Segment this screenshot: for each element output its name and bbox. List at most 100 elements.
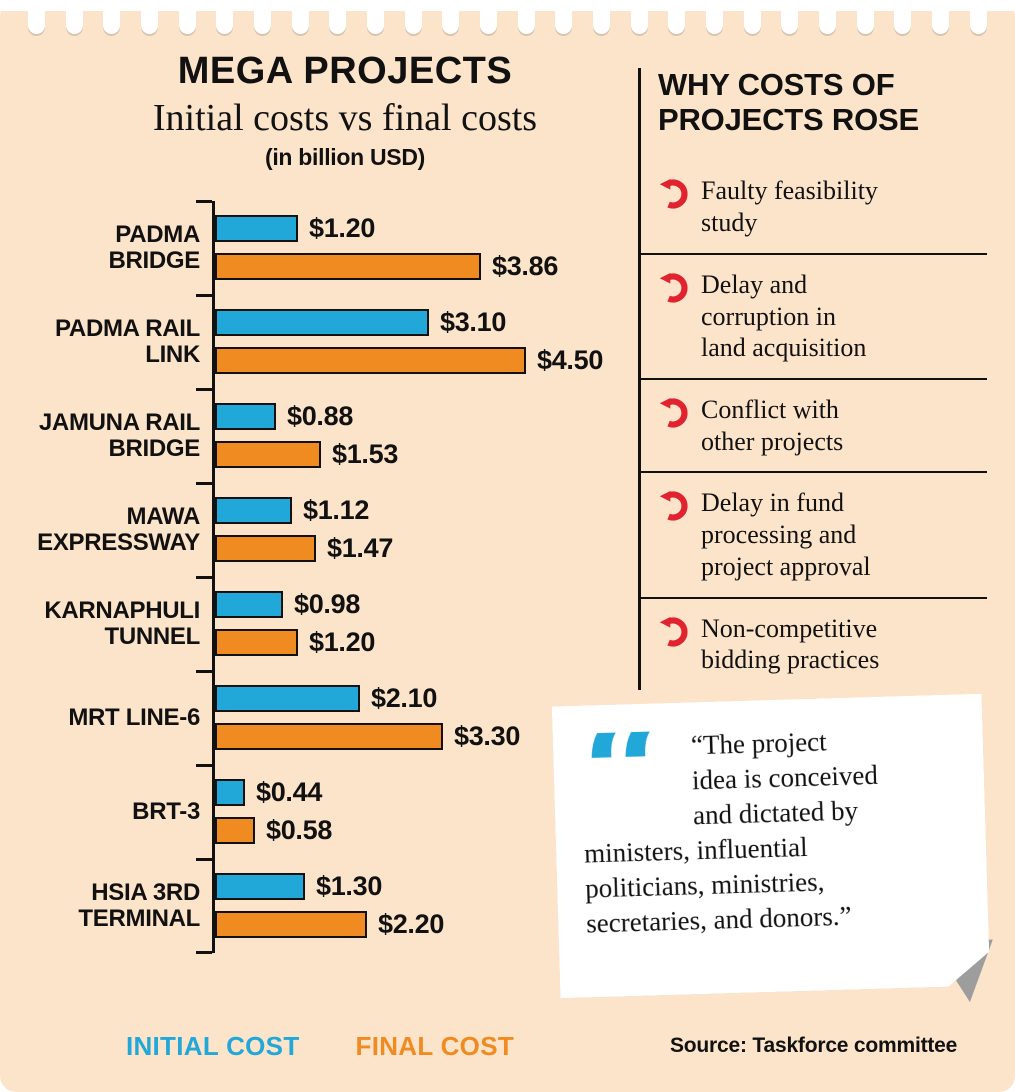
quotation-mark-icon: “ [580,730,671,822]
initial-cost-bar [215,685,360,713]
circular-arrow-icon [659,398,688,428]
binder-hole [819,0,837,34]
binder-hole [781,0,799,34]
initial-cost-value: $1.30 [316,871,383,902]
initial-cost-value: $0.98 [294,589,361,620]
chart-row: PADMA BRIDGE $1.20 $3.86 [12,199,638,295]
binder-hole [743,0,761,34]
binder-hole [329,0,347,34]
final-cost-bar [215,441,321,469]
source-note: Source: Taskforce committee [670,1034,958,1057]
reason-text: Conflict with other projects [701,395,844,456]
final-cost-value: $2.20 [378,909,445,940]
initial-cost-bar [215,497,292,525]
project-label: JAMUNA RAIL BRIDGE [38,408,200,462]
binder-hole [367,0,385,34]
reason-item: Faulty feasibility study [641,161,987,252]
bars-cell: $0.98 $1.20 [212,576,638,671]
reason-item: Non-competitive bidding practices [641,596,987,690]
initial-cost-bar [215,779,245,807]
initial-cost-bar [215,309,429,337]
notepad-edge [0,0,1015,11]
binder-hole [141,0,159,34]
initial-cost-bar [215,591,283,619]
initial-cost-value: $0.44 [256,777,323,808]
binder-hole [668,0,686,34]
circular-arrow-icon [659,491,688,521]
binder-hole [178,0,196,34]
reason-text: Non-competitive bidding practices [701,613,880,675]
reason-item: Delay in fund processing and project app… [641,471,987,596]
final-cost-bar [215,723,443,751]
binder-hole [593,0,611,34]
binder-hole [480,0,498,34]
final-cost-value: $3.86 [492,251,559,282]
reasons-heading: WHY COSTS OF PROJECTS ROSE [658,67,919,137]
bars-cell: $1.12 $1.47 [212,482,638,577]
chart-unit-note: (in billion USD) [264,143,425,170]
final-cost-bar [215,911,367,939]
bars-cell: $1.20 $3.86 [212,200,638,295]
initial-cost-value: $1.20 [309,213,376,244]
initial-cost-value: $2.10 [371,683,438,714]
binder-hole [216,0,234,34]
binder-hole [894,0,912,34]
project-label: HSIA 3RD TERMINAL [78,878,200,932]
binder-hole [404,0,422,34]
chart-subtitle: Initial costs vs final costs [152,96,538,139]
quote-box: “ “The project idea is conceived and dic… [552,694,990,999]
chart-column: MEGA PROJECTS Initial costs vs final cos… [12,50,638,954]
final-cost-value: $3.30 [454,721,521,752]
binder-holes [28,0,987,34]
final-cost-value: $0.58 [266,815,333,846]
chart-header: MEGA PROJECTS Initial costs vs final cos… [12,50,638,171]
binder-hole [856,0,874,34]
chart-row: BRT-3 $0.44 $0.58 [12,763,638,859]
initial-cost-value: $0.88 [287,401,354,432]
final-cost-bar [215,253,481,281]
final-cost-value: $1.47 [327,533,394,564]
reason-text: Delay in fund processing and project app… [701,488,871,581]
project-label: BRT-3 [132,797,200,825]
bars-cell: $2.10 $3.30 [212,670,638,765]
project-label: MAWA EXPRESSWAY [37,502,200,556]
binder-hole [932,0,950,34]
initial-cost-bar [215,403,276,431]
chart-row: JAMUNA RAIL BRIDGE $0.88 $1.53 [12,387,638,483]
reasons-list: Faulty feasibility study Delay and corru… [641,161,987,690]
initial-cost-bar [215,873,305,901]
quote-callout: “ “The project idea is conceived and dic… [552,694,990,999]
reason-item: Conflict with other projects [641,378,987,471]
project-label: KARNAPHULI TUNNEL [44,596,200,650]
final-cost-value: $1.53 [332,439,399,470]
project-label: MRT LINE-6 [68,703,200,731]
reasons-panel: WHY COSTS OF PROJECTS ROSE Faulty feasib… [638,67,987,691]
final-cost-bar [215,347,526,375]
final-cost-bar [215,629,298,657]
binder-hole [442,0,460,34]
project-label: PADMA BRIDGE [108,220,200,274]
binder-hole [103,0,121,34]
chart-row: MAWA EXPRESSWAY $1.12 $1.47 [12,481,638,577]
binder-hole [555,0,573,34]
initial-cost-value: $3.10 [440,307,507,338]
binder-hole [291,0,309,34]
chart-title: MEGA PROJECTS [177,50,513,92]
legend-final-cost: FINAL COST [355,1031,515,1061]
binder-hole [706,0,724,34]
reason-text: Delay and corruption in land acquisition [701,269,867,363]
bars-cell: $3.10 $4.50 [212,294,638,389]
binder-hole [630,0,648,34]
binder-hole [969,0,987,34]
bars-cell: $1.30 $2.20 [212,858,638,953]
chart-row: PADMA RAIL LINK $3.10 $4.50 [12,293,638,389]
binder-hole [28,0,45,34]
circular-arrow-icon [659,616,688,647]
binder-hole [65,0,83,34]
chart-legend: INITIAL COST FINAL COST [0,1031,640,1062]
chart-row: HSIA 3RD TERMINAL $1.30 $2.20 [12,857,638,953]
chart-row: KARNAPHULI TUNNEL $0.98 $1.20 [12,575,638,671]
circular-arrow-icon [659,179,688,209]
final-cost-value: $4.50 [537,345,604,376]
final-cost-value: $1.20 [309,627,376,658]
